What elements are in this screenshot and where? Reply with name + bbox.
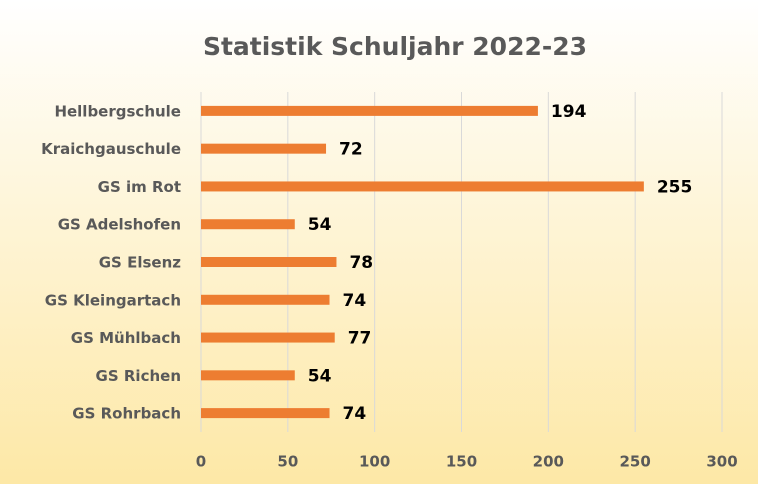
data-label: 78 bbox=[349, 253, 373, 273]
data-label: 54 bbox=[308, 366, 332, 386]
y-tick-label: GS Kleingartach bbox=[45, 291, 181, 309]
bar bbox=[201, 181, 644, 192]
x-tick-label: 200 bbox=[533, 453, 564, 471]
data-label: 72 bbox=[339, 140, 363, 160]
data-label: 255 bbox=[657, 177, 693, 197]
bar bbox=[201, 143, 327, 154]
data-label: 194 bbox=[551, 102, 587, 122]
bar bbox=[201, 294, 330, 305]
x-tick-label: 250 bbox=[620, 453, 651, 471]
x-tick-label: 150 bbox=[446, 453, 477, 471]
y-tick-label: GS im Rot bbox=[98, 178, 181, 196]
data-label: 77 bbox=[348, 329, 372, 349]
y-tick-label: GS Mühlbach bbox=[71, 329, 181, 347]
data-label: 54 bbox=[308, 215, 332, 235]
bar bbox=[201, 257, 337, 267]
bar bbox=[201, 219, 295, 230]
data-label: 74 bbox=[343, 404, 367, 424]
y-tick-label: GS Richen bbox=[96, 367, 181, 385]
y-tick-label: GS Adelshofen bbox=[58, 216, 181, 234]
x-tick-label: 100 bbox=[359, 453, 390, 471]
bar bbox=[201, 105, 538, 116]
x-tick-label: 300 bbox=[706, 453, 737, 471]
bar bbox=[201, 370, 295, 381]
y-tick-label: GS Elsenz bbox=[99, 254, 182, 272]
chart-title: Statistik Schuljahr 2022-23 bbox=[203, 32, 587, 61]
y-tick-label: GS Rohrbach bbox=[72, 405, 181, 423]
y-tick-label: Kraichgauschule bbox=[41, 140, 181, 158]
y-tick-label: Hellbergschule bbox=[54, 102, 181, 120]
x-tick-label: 50 bbox=[277, 453, 298, 471]
bar bbox=[201, 408, 330, 419]
data-label: 74 bbox=[343, 291, 367, 311]
bar bbox=[201, 332, 335, 343]
x-tick-label: 0 bbox=[196, 453, 206, 471]
